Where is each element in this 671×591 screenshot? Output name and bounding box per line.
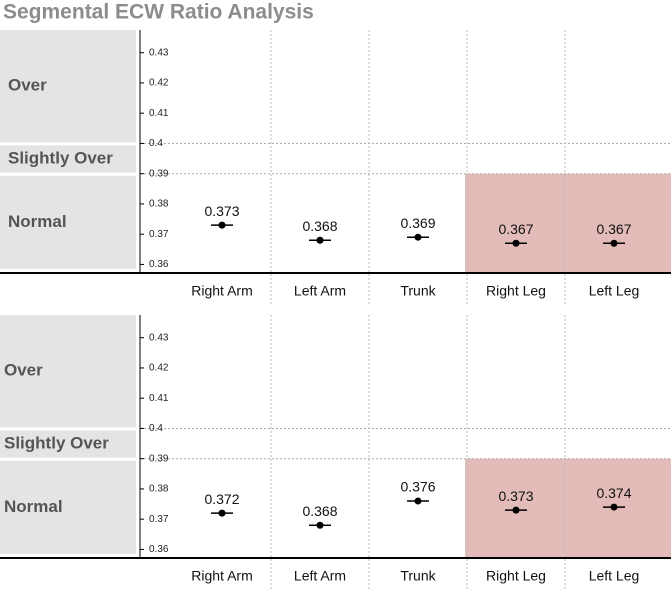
value-label: 0.374 bbox=[596, 485, 631, 501]
band-box bbox=[0, 315, 136, 428]
x-tick-label: Right Leg bbox=[486, 283, 546, 299]
y-tick-label: 0.4 bbox=[149, 423, 163, 434]
x-tick-label: Left Arm bbox=[294, 283, 346, 299]
value-label: 0.376 bbox=[400, 479, 435, 495]
band-label: Normal bbox=[8, 212, 67, 231]
y-tick-label: 0.43 bbox=[149, 332, 169, 343]
marker bbox=[512, 239, 520, 247]
y-tick-label: 0.37 bbox=[149, 514, 169, 525]
band-box bbox=[0, 430, 136, 458]
value-label: 0.368 bbox=[302, 218, 337, 234]
band-box bbox=[0, 145, 136, 173]
marker bbox=[610, 503, 618, 511]
highlight-area bbox=[565, 458, 671, 557]
y-tick-label: 0.36 bbox=[149, 544, 169, 555]
value-label: 0.373 bbox=[204, 203, 239, 219]
y-tick-label: 0.41 bbox=[149, 108, 169, 119]
y-tick-label: 0.37 bbox=[149, 229, 169, 240]
y-tick-label: 0.42 bbox=[149, 78, 169, 89]
band-label: Over bbox=[8, 76, 47, 95]
value-label: 0.367 bbox=[498, 221, 533, 237]
x-tick-label: Trunk bbox=[400, 283, 436, 299]
x-tick-label: Right Arm bbox=[191, 568, 252, 584]
marker bbox=[218, 509, 226, 517]
marker bbox=[218, 221, 226, 229]
y-tick-label: 0.39 bbox=[149, 168, 169, 179]
marker bbox=[414, 497, 422, 505]
value-label: 0.367 bbox=[596, 221, 631, 237]
title: Segmental ECW Ratio Analysis bbox=[3, 1, 314, 24]
band-label: Over bbox=[4, 361, 43, 380]
value-label: 0.373 bbox=[498, 488, 533, 504]
band-box bbox=[0, 460, 136, 554]
y-tick-label: 0.4 bbox=[149, 138, 163, 149]
value-label: 0.368 bbox=[302, 503, 337, 519]
band-box bbox=[0, 175, 136, 269]
band-label: Slightly Over bbox=[8, 149, 113, 168]
highlight-area bbox=[565, 173, 671, 272]
band-box bbox=[0, 30, 136, 143]
marker bbox=[316, 236, 324, 244]
x-tick-label: Left Leg bbox=[589, 283, 640, 299]
value-label: 0.369 bbox=[400, 215, 435, 231]
marker bbox=[512, 506, 520, 514]
band-label: Normal bbox=[4, 497, 63, 516]
x-tick-label: Right Arm bbox=[191, 283, 252, 299]
y-tick-label: 0.41 bbox=[149, 393, 169, 404]
x-tick-label: Trunk bbox=[400, 568, 436, 584]
marker bbox=[414, 233, 422, 241]
band-label: Slightly Over bbox=[4, 434, 109, 453]
y-tick-label: 0.43 bbox=[149, 47, 169, 58]
x-tick-label: Right Leg bbox=[486, 568, 546, 584]
highlight-area bbox=[465, 173, 565, 272]
value-label: 0.372 bbox=[204, 491, 239, 507]
marker bbox=[316, 521, 324, 529]
y-tick-label: 0.38 bbox=[149, 484, 169, 495]
y-tick-label: 0.36 bbox=[149, 259, 169, 270]
marker bbox=[610, 239, 618, 247]
y-tick-label: 0.38 bbox=[149, 199, 169, 210]
x-tick-label: Left Leg bbox=[589, 568, 640, 584]
y-tick-label: 0.39 bbox=[149, 453, 169, 464]
y-tick-label: 0.42 bbox=[149, 363, 169, 374]
x-tick-label: Left Arm bbox=[294, 568, 346, 584]
